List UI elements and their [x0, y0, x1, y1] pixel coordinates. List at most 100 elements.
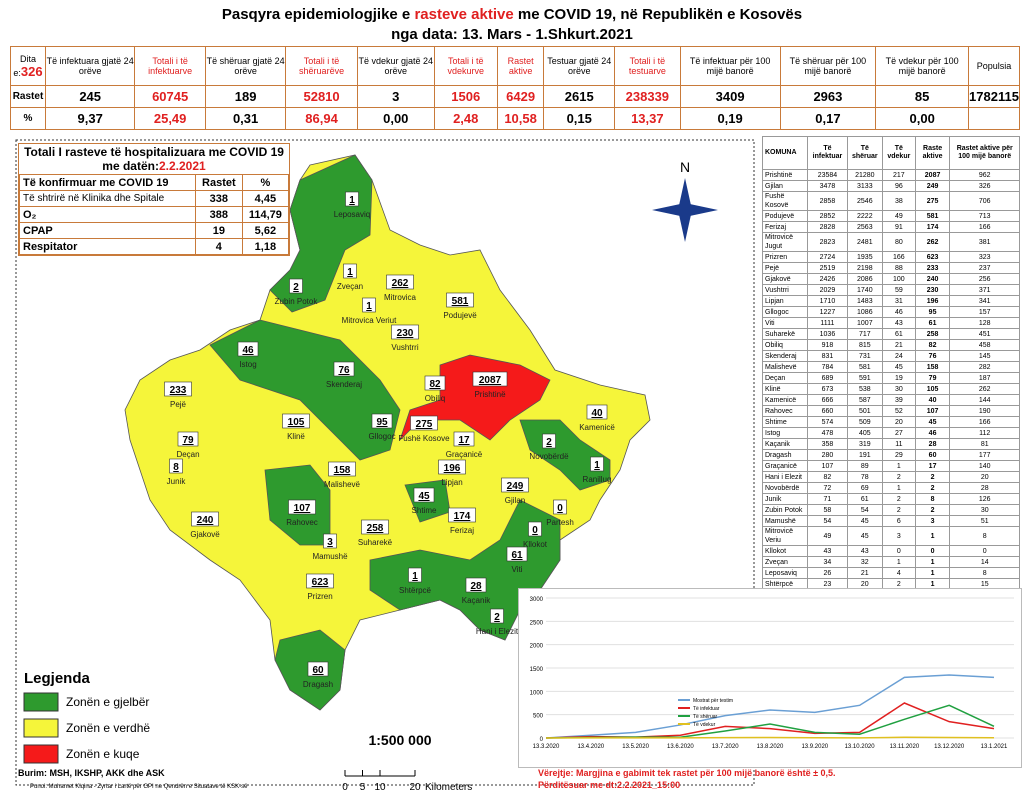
- summary-cell: 85: [875, 85, 969, 108]
- municipality-row: Gjakovë 2426 2086 100 240 256: [761, 273, 1020, 285]
- municipality-cell: Istog: [761, 427, 809, 439]
- municipality-row: Lipjan 1710 1483 31 196 341: [761, 295, 1020, 307]
- case-count: 82: [429, 379, 441, 390]
- label-box: [424, 375, 446, 391]
- label-box: [177, 431, 199, 447]
- municipality-cell: 230: [914, 284, 951, 296]
- hospital-date: 2.2.2021: [158, 159, 206, 173]
- case-count: 105: [288, 417, 305, 428]
- municipality-cell: 29: [882, 449, 916, 461]
- municipality-cell: 61: [882, 328, 916, 340]
- note: Vërejtje: Margjina e gabimit tek rastet …: [538, 768, 836, 778]
- municipality-cell: 112: [949, 427, 1020, 439]
- case-count: 2: [494, 612, 500, 623]
- case-count: 76: [338, 365, 350, 376]
- municipality-cell: Dragash: [761, 449, 809, 461]
- legend-label: Të infektuar: [693, 706, 720, 712]
- municipality-cell: Zveçan: [761, 556, 809, 568]
- y-tick-label: 2500: [530, 620, 544, 626]
- municipality-cell: 81: [949, 438, 1020, 450]
- hospital-cell: 4,45: [241, 190, 290, 207]
- municipality-cell: 6: [882, 515, 916, 527]
- municipality-cell: 174: [914, 221, 951, 233]
- hospital-cell: 388: [194, 206, 243, 223]
- municipality-cell: Junik: [761, 493, 809, 505]
- municipality-name: Graçanicë: [446, 450, 483, 459]
- case-count: 249: [507, 481, 524, 492]
- summary-cell: 9,37: [44, 107, 136, 130]
- label-box: [306, 573, 334, 589]
- case-count: 174: [454, 511, 471, 522]
- municipality-cell: 1: [914, 556, 951, 568]
- municipality-row: Ferizaj 2828 2563 91 174 166: [761, 221, 1020, 233]
- label-box: [453, 431, 475, 447]
- municipality-cell: Leposaviq: [761, 567, 809, 579]
- municipality-cell: 34: [807, 556, 848, 568]
- municipality-cell: 2198: [846, 262, 884, 274]
- municipality-name: Novobërdë: [529, 452, 569, 461]
- hospital-row: CPAP 19 5,62: [19, 222, 290, 239]
- legend-label: Të vdekur: [693, 722, 716, 728]
- column-header: Të infektuara gjatë 24 orëve: [44, 46, 136, 86]
- municipality-cell: 2029: [807, 284, 848, 296]
- municipality-cell: 30: [882, 383, 916, 395]
- municipality-cell: 2563: [846, 221, 884, 233]
- column-header: Të vdekur për 100 mijë banorë: [875, 46, 969, 86]
- municipality-name: Ferizaj: [450, 526, 474, 535]
- case-count: 95: [376, 417, 388, 428]
- municipality-cell: 258: [914, 328, 951, 340]
- legend-title: Legjenda: [24, 670, 91, 687]
- municipality-cell: 673: [807, 383, 848, 395]
- municipality-cell: Rahovec: [761, 405, 809, 417]
- municipality-cell: 319: [846, 438, 884, 450]
- municipality-cell: Gjilan: [761, 180, 809, 192]
- municipality-cell: 21280: [846, 169, 884, 181]
- municipality-name: Lipjan: [441, 478, 462, 487]
- label-box: [391, 324, 419, 340]
- municipality-name: Pejë: [170, 400, 187, 409]
- municipality-name: Podujevë: [443, 311, 477, 320]
- municipality-cell: Malishevë: [761, 361, 809, 373]
- summary-cell: 0,17: [779, 107, 877, 130]
- municipality-name: Prishtinë: [474, 390, 506, 399]
- municipality-cell: 82: [914, 339, 951, 351]
- municipality-cell: 58: [807, 504, 848, 516]
- label-box: [333, 361, 355, 377]
- municipality-cell: 52: [882, 405, 916, 417]
- label-box: [362, 297, 376, 313]
- case-count: 196: [444, 463, 461, 474]
- municipality-cell: 61: [914, 317, 951, 329]
- municipality-cell: 3: [882, 526, 916, 546]
- summary-row: % 9,37 25,49 0,31 86,94 0,00 2,48 10,58 0,15 13,3…: [10, 107, 1021, 130]
- municipality-cell: 1: [914, 567, 951, 579]
- municipality-cell: Mamushë: [761, 515, 809, 527]
- municipality-row: Graçanicë 107 89 1 17 140: [761, 460, 1020, 472]
- hospital-cell: 338: [194, 190, 243, 207]
- municipality-cell: 2858: [807, 191, 848, 211]
- municipality-row: Pejë 2519 2198 88 233 237: [761, 262, 1020, 274]
- case-count: 28: [470, 581, 482, 592]
- municipality-cell: 177: [949, 449, 1020, 461]
- label-box: [553, 499, 567, 515]
- municipality-row: Istog 478 405 27 46 112: [761, 427, 1020, 439]
- municipality-cell: Prishtinë: [761, 169, 809, 181]
- case-count: 79: [182, 435, 194, 446]
- case-count: 275: [416, 419, 433, 430]
- municipality-name: Dragash: [303, 680, 333, 689]
- municipality-cell: 326: [949, 180, 1020, 192]
- scalebar-label: 20: [409, 782, 421, 793]
- municipality-cell: 256: [949, 273, 1020, 285]
- municipality-row: Kaçanik 358 319 11 28 81: [761, 438, 1020, 450]
- y-tick-label: 1500: [530, 667, 544, 673]
- municipality-row: Hani i Elezit 82 78 2 2 20: [761, 471, 1020, 483]
- municipality-name: Junik: [167, 477, 187, 486]
- case-count: 45: [418, 491, 430, 502]
- municipality-name: Kllokot: [523, 540, 548, 549]
- municipality-cell: 45: [846, 526, 884, 546]
- municipality-cell: 581: [846, 361, 884, 373]
- municipality-cell: 587: [846, 394, 884, 406]
- hospital-cell: 5,62: [241, 222, 290, 239]
- y-tick-label: 0: [540, 737, 544, 743]
- case-count: 1: [594, 460, 600, 471]
- municipality-cell: 831: [807, 350, 848, 362]
